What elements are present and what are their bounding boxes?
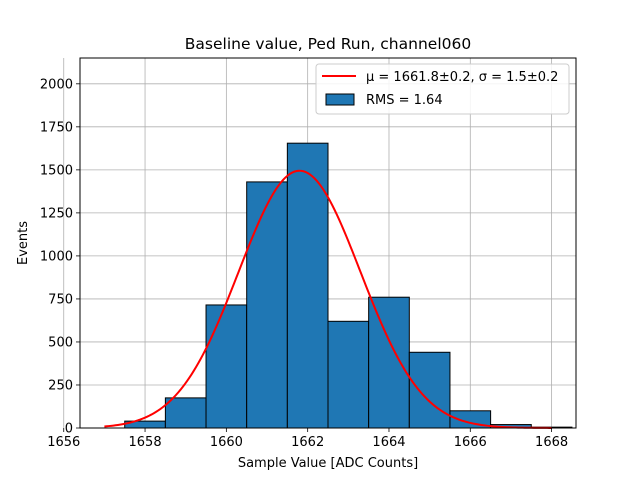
y-tick-label: 1750 bbox=[40, 120, 73, 135]
y-tick-label: 0 bbox=[65, 422, 73, 437]
y-tick-label: 1000 bbox=[40, 249, 73, 264]
legend-hist-swatch bbox=[325, 93, 355, 106]
fit-curve bbox=[104, 169, 552, 429]
histogram-bars bbox=[124, 142, 573, 429]
x-tick-label: 1662 bbox=[291, 435, 324, 450]
y-tick-label: 1500 bbox=[40, 163, 73, 178]
y-tick-label: 750 bbox=[48, 292, 73, 307]
legend-fit-label: μ = 1661.8±0.2, σ = 1.5±0.2 bbox=[366, 70, 558, 85]
x-tick-label: 1658 bbox=[129, 435, 162, 450]
x-tick-label: 1660 bbox=[210, 435, 243, 450]
histogram-bar bbox=[368, 296, 410, 429]
y-axis: 0 250 500 750 1000 1250 1500 1750 2000 bbox=[40, 77, 80, 437]
chart-title: Baseline value, Ped Run, channel060 bbox=[185, 35, 471, 53]
plot-frame bbox=[79, 57, 577, 429]
histogram-bar bbox=[164, 397, 207, 429]
histogram-bar bbox=[246, 181, 288, 429]
x-axis-label: Sample Value [ADC Counts] bbox=[238, 456, 418, 471]
x-axis: 1656 1658 1660 1662 1664 1666 1668 bbox=[47, 428, 568, 450]
y-tick-label: 250 bbox=[48, 378, 73, 393]
x-tick-label: 1668 bbox=[535, 435, 568, 450]
legend-hist-label: RMS = 1.64 bbox=[366, 93, 443, 108]
histogram-bar bbox=[327, 320, 370, 429]
histogram-bar bbox=[408, 351, 451, 429]
gaussian-fit bbox=[104, 169, 552, 429]
legend: μ = 1661.8±0.2, σ = 1.5±0.2 RMS = 1.64 bbox=[315, 63, 570, 115]
x-tick-label: 1656 bbox=[47, 435, 80, 450]
y-tick-label: 1250 bbox=[40, 206, 73, 221]
y-axis-label: Events bbox=[16, 221, 31, 265]
x-tick-label: 1664 bbox=[372, 435, 405, 450]
histogram-bar bbox=[205, 304, 248, 429]
x-tick-label: 1666 bbox=[454, 435, 487, 450]
y-tick-label: 500 bbox=[48, 335, 73, 350]
legend-box bbox=[315, 63, 570, 115]
y-tick-label: 2000 bbox=[40, 77, 73, 92]
histogram-bar bbox=[286, 142, 329, 429]
